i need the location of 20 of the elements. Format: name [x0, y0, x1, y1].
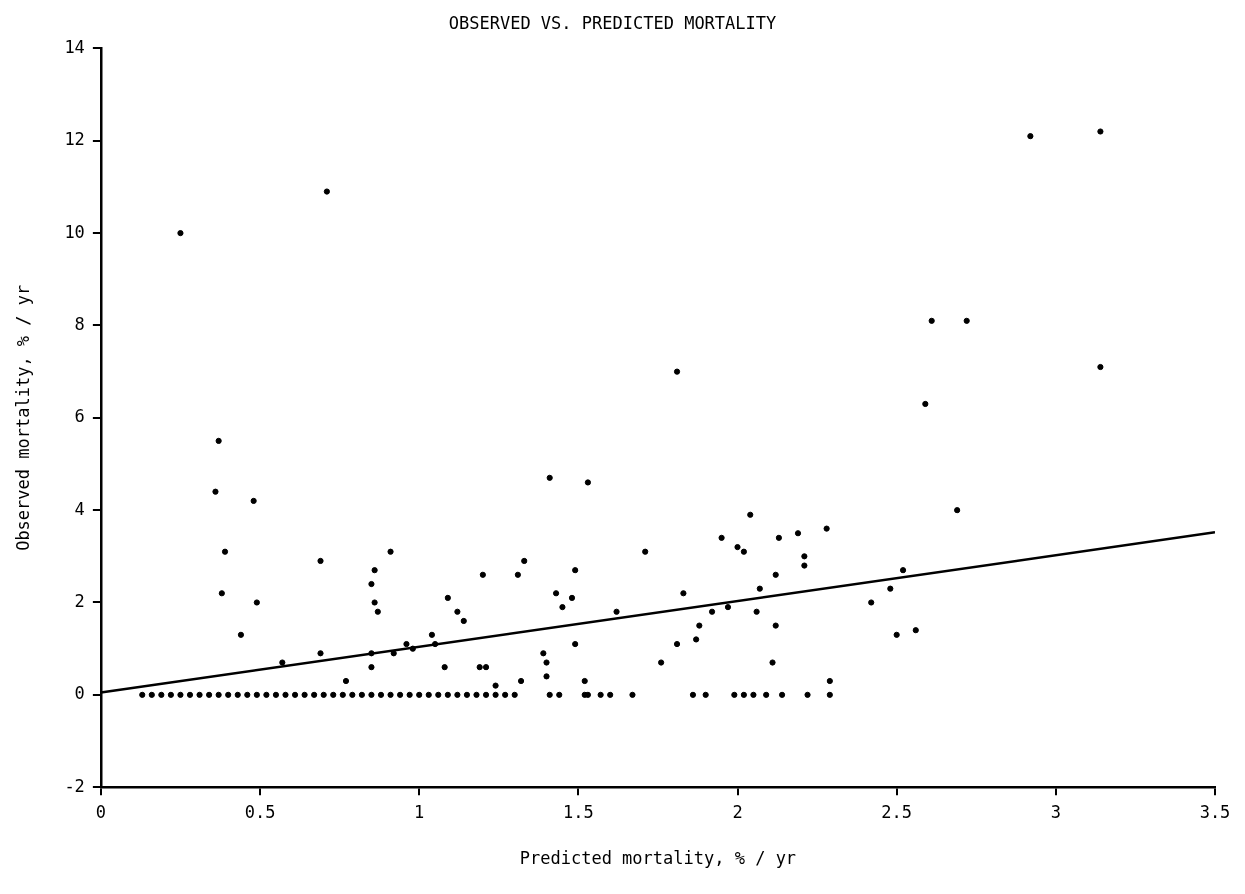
- x-tick-label: 3: [1050, 801, 1061, 822]
- y-tick-label: 4: [74, 498, 85, 519]
- y-tick-label: 10: [64, 221, 85, 242]
- y-tick-label: 2: [74, 590, 85, 611]
- x-tick-label: 0: [95, 801, 106, 822]
- y-tick-label: -2: [64, 775, 85, 796]
- y-tick-label: 0: [74, 683, 85, 704]
- x-tick-label: 1.5: [562, 801, 594, 822]
- x-tick-label: 2.5: [881, 801, 913, 822]
- y-tick-label: 14: [64, 36, 85, 57]
- y-axis-title: Observed mortality, % / yr: [12, 284, 33, 551]
- y-tick-label: 8: [74, 313, 85, 334]
- y-tick-label: 12: [64, 129, 85, 150]
- x-axis-title: Predicted mortality, % / yr: [519, 848, 797, 869]
- x-tick-label: 3.5: [1199, 801, 1231, 822]
- chart-title: OBSERVED VS. PREDICTED MORTALITY: [448, 12, 777, 33]
- x-tick-label: 1: [414, 801, 425, 822]
- x-tick-label: 2: [732, 801, 743, 822]
- y-tick-label: 6: [74, 406, 85, 427]
- x-tick-label: 0.5: [244, 801, 276, 822]
